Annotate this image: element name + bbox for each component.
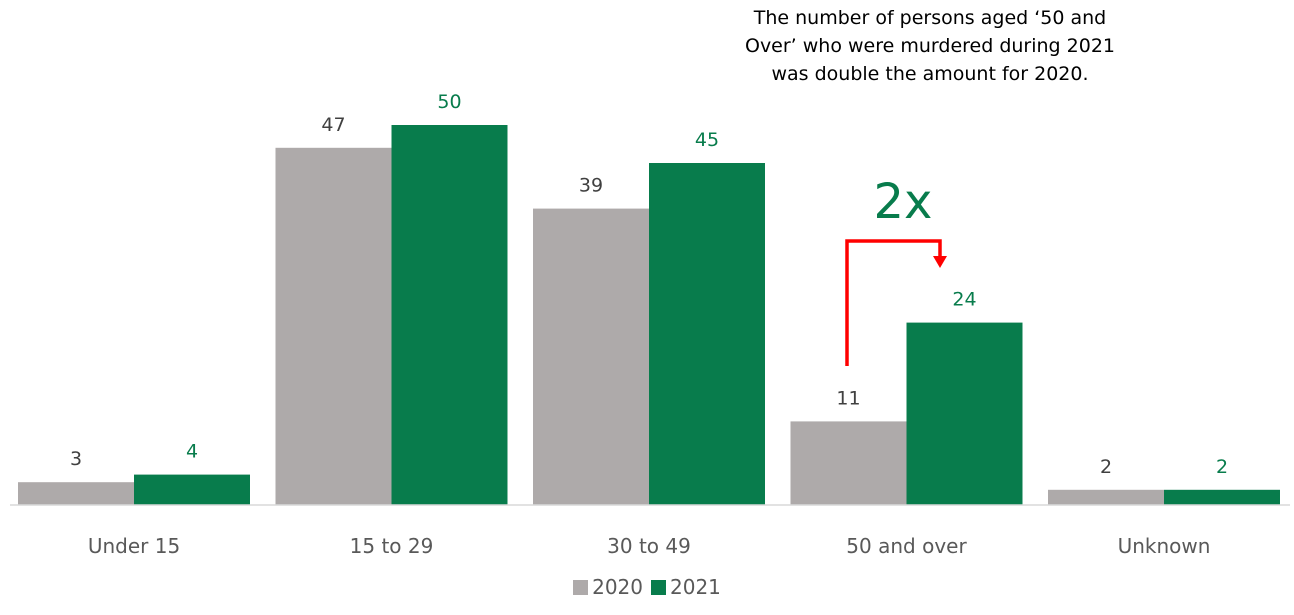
bar-30-to-49-2021 — [649, 163, 765, 505]
data-label-15-to-29-2020: 47 — [321, 114, 345, 136]
legend-swatch-2020 — [573, 579, 589, 595]
x-tick-label-50-and-over: 50 and over — [846, 534, 967, 558]
x-tick-label-15-to-29: 15 to 29 — [350, 534, 434, 558]
x-tick-labels-layer: Under 15 15 to 29 30 to 49 50 and over Unkno… — [88, 534, 1211, 558]
bar-under-15-2020 — [18, 482, 134, 505]
bar-50-and-over-2020 — [790, 421, 907, 505]
legend-label-2021: 2021 — [670, 575, 721, 599]
bar-15-to-29-2021 — [391, 125, 508, 505]
bar-unknown-2021 — [1164, 489, 1280, 505]
x-tick-label-unknown: Unknown — [1118, 534, 1211, 558]
multiplier-label: 2x — [873, 174, 933, 230]
legend-swatch-2021 — [651, 579, 666, 595]
bar-50-and-over-2021 — [906, 322, 1023, 505]
bar-30-to-49-2020 — [533, 208, 649, 505]
data-label-under-15-2021: 4 — [186, 441, 198, 463]
bar-15-to-29-2020 — [275, 147, 392, 506]
data-label-15-to-29-2021: 50 — [437, 91, 461, 113]
data-label-30-to-49-2021: 45 — [695, 129, 719, 151]
chart-annotation: The number of persons aged ‘50 and Over’… — [744, 7, 1116, 85]
data-label-50-and-over-2020: 11 — [836, 387, 860, 409]
arrow-line — [845, 239, 942, 366]
bars-layer — [18, 125, 1280, 506]
bar-unknown-2020 — [1048, 489, 1164, 505]
legend-label-2020: 2020 — [592, 575, 643, 599]
x-tick-label-30-to-49: 30 to 49 — [607, 534, 691, 558]
x-tick-label-under-15: Under 15 — [88, 534, 180, 558]
data-label-under-15-2020: 3 — [70, 448, 82, 470]
data-label-unknown-2020: 2 — [1100, 456, 1112, 478]
data-label-30-to-49-2020: 39 — [579, 175, 603, 197]
legend-item-2021: 2021 — [651, 575, 721, 599]
arrow-head — [933, 256, 947, 268]
bar-under-15-2021 — [134, 474, 250, 505]
doubling-arrow — [845, 239, 947, 366]
data-label-50-and-over-2021: 24 — [952, 289, 976, 311]
legend-item-2020: 2020 — [573, 575, 643, 599]
legend: 2020 2021 — [0, 575, 1294, 599]
data-labels-layer: 3 4 47 50 39 45 11 24 2 2 — [70, 91, 1228, 478]
data-label-unknown-2021: 2 — [1216, 456, 1228, 478]
